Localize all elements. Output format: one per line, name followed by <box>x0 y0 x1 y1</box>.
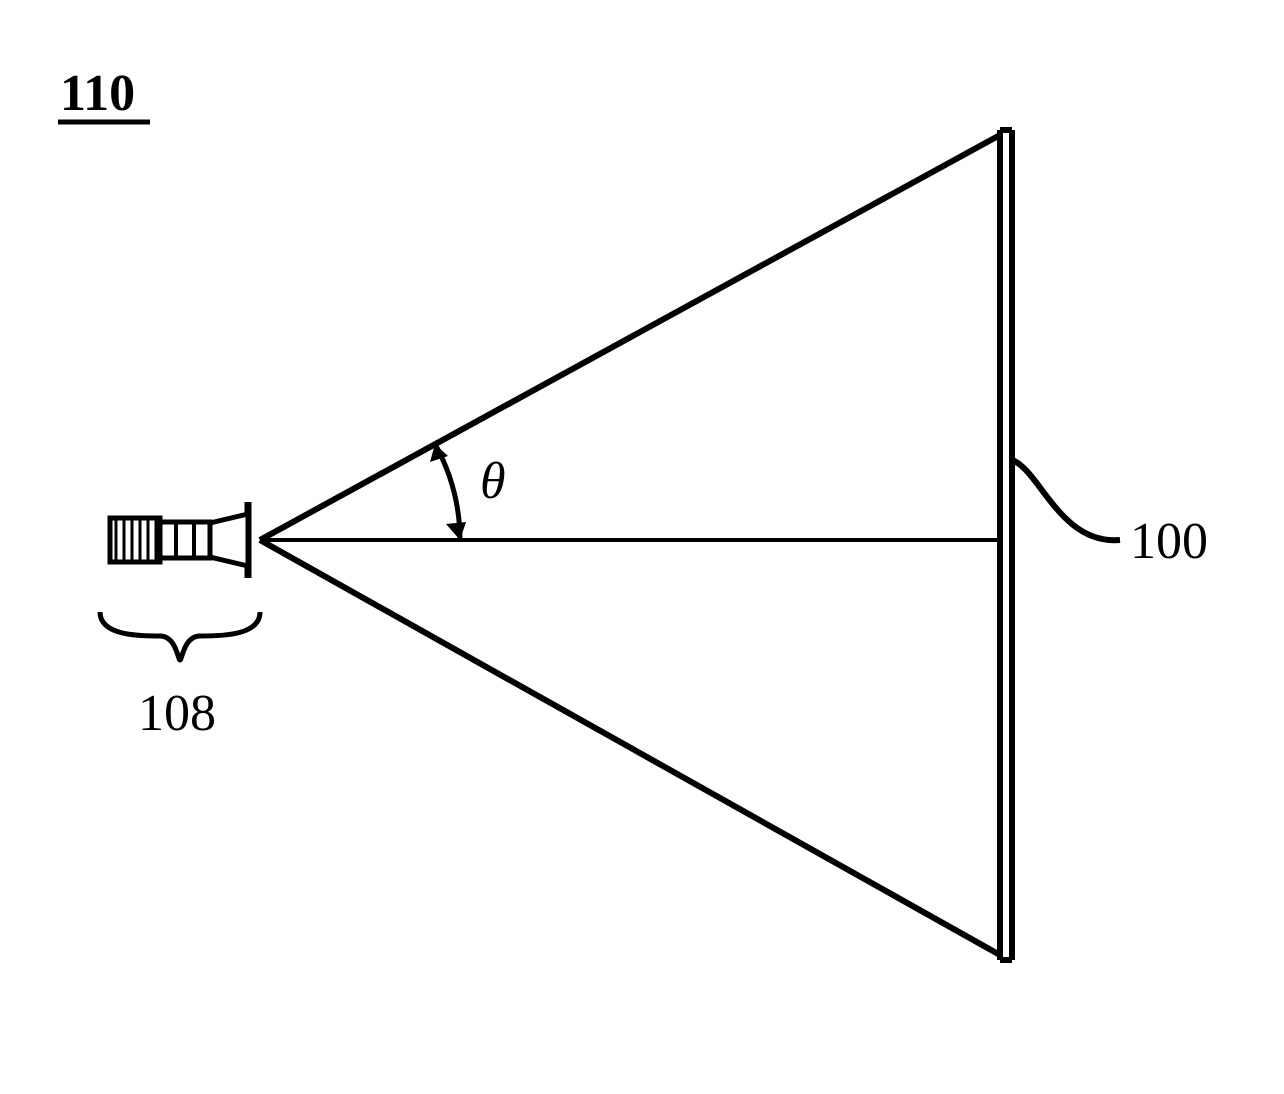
theta-arrow-bottom <box>446 522 466 540</box>
cone-top-edge <box>260 135 1000 540</box>
screen-leader: 100 <box>1012 460 1208 570</box>
source-ref-label: 108 <box>138 685 216 742</box>
theta-angle: θ <box>430 444 506 540</box>
cone <box>260 135 1000 955</box>
source-assembly <box>110 502 248 578</box>
screen-ref-label: 100 <box>1130 513 1208 570</box>
diagram-canvas: 110 θ <box>0 0 1284 1094</box>
cone-bottom-edge <box>260 540 1000 955</box>
theta-label: θ <box>480 453 506 510</box>
figure-ref-group: 110 <box>58 65 150 122</box>
screen <box>1000 130 1012 960</box>
figure-ref-label: 110 <box>60 65 135 122</box>
source-brace: 108 <box>100 612 260 742</box>
